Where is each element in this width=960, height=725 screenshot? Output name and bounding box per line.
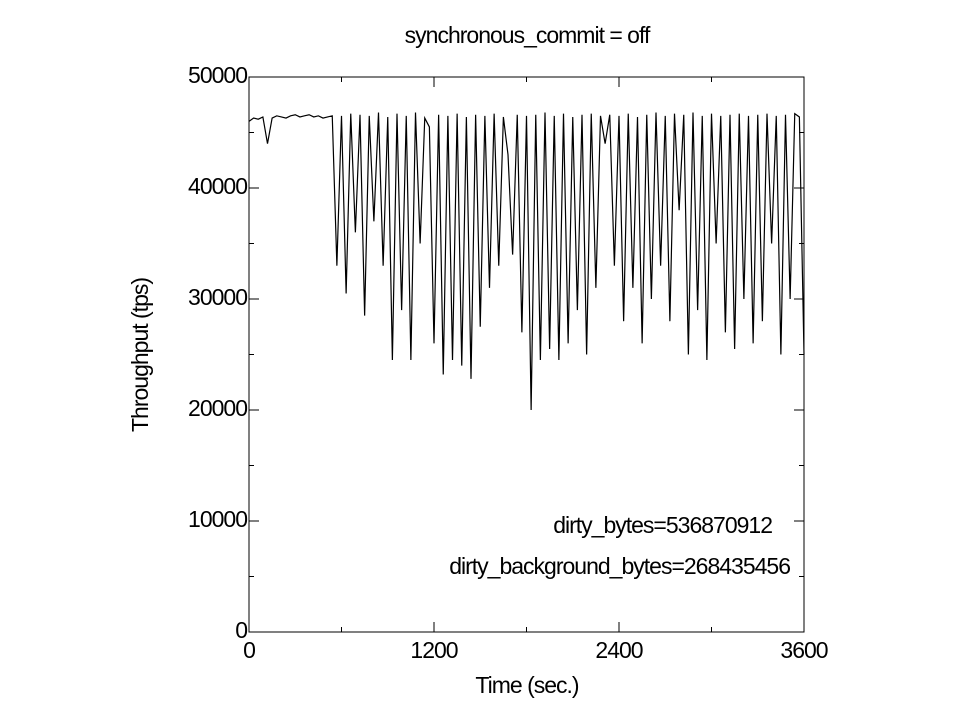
- plot-frame: [248, 76, 805, 633]
- x-tick-label: 2400: [595, 637, 642, 663]
- y-tick-label: 30000: [188, 284, 247, 310]
- annotation: dirty_bytes=536870912: [553, 512, 772, 538]
- y-tick-label: 0: [235, 617, 247, 643]
- y-tick-label: 10000: [188, 506, 247, 532]
- annotation: dirty_background_bytes=268435456: [449, 553, 790, 579]
- x-tick-label: 1200: [410, 637, 457, 663]
- y-tick-label: 20000: [188, 395, 247, 421]
- y-tick-label: 50000: [188, 62, 247, 88]
- chart-title: synchronous_commit = off: [405, 22, 651, 48]
- x-tick-label: 3600: [780, 637, 827, 663]
- y-tick-label: 40000: [188, 173, 247, 199]
- x-tick-label: 0: [243, 637, 255, 663]
- x-axis-label: Time (sec.): [475, 672, 578, 698]
- y-axis-label: Throughput (tps): [127, 278, 153, 432]
- data-line: [248, 112, 805, 411]
